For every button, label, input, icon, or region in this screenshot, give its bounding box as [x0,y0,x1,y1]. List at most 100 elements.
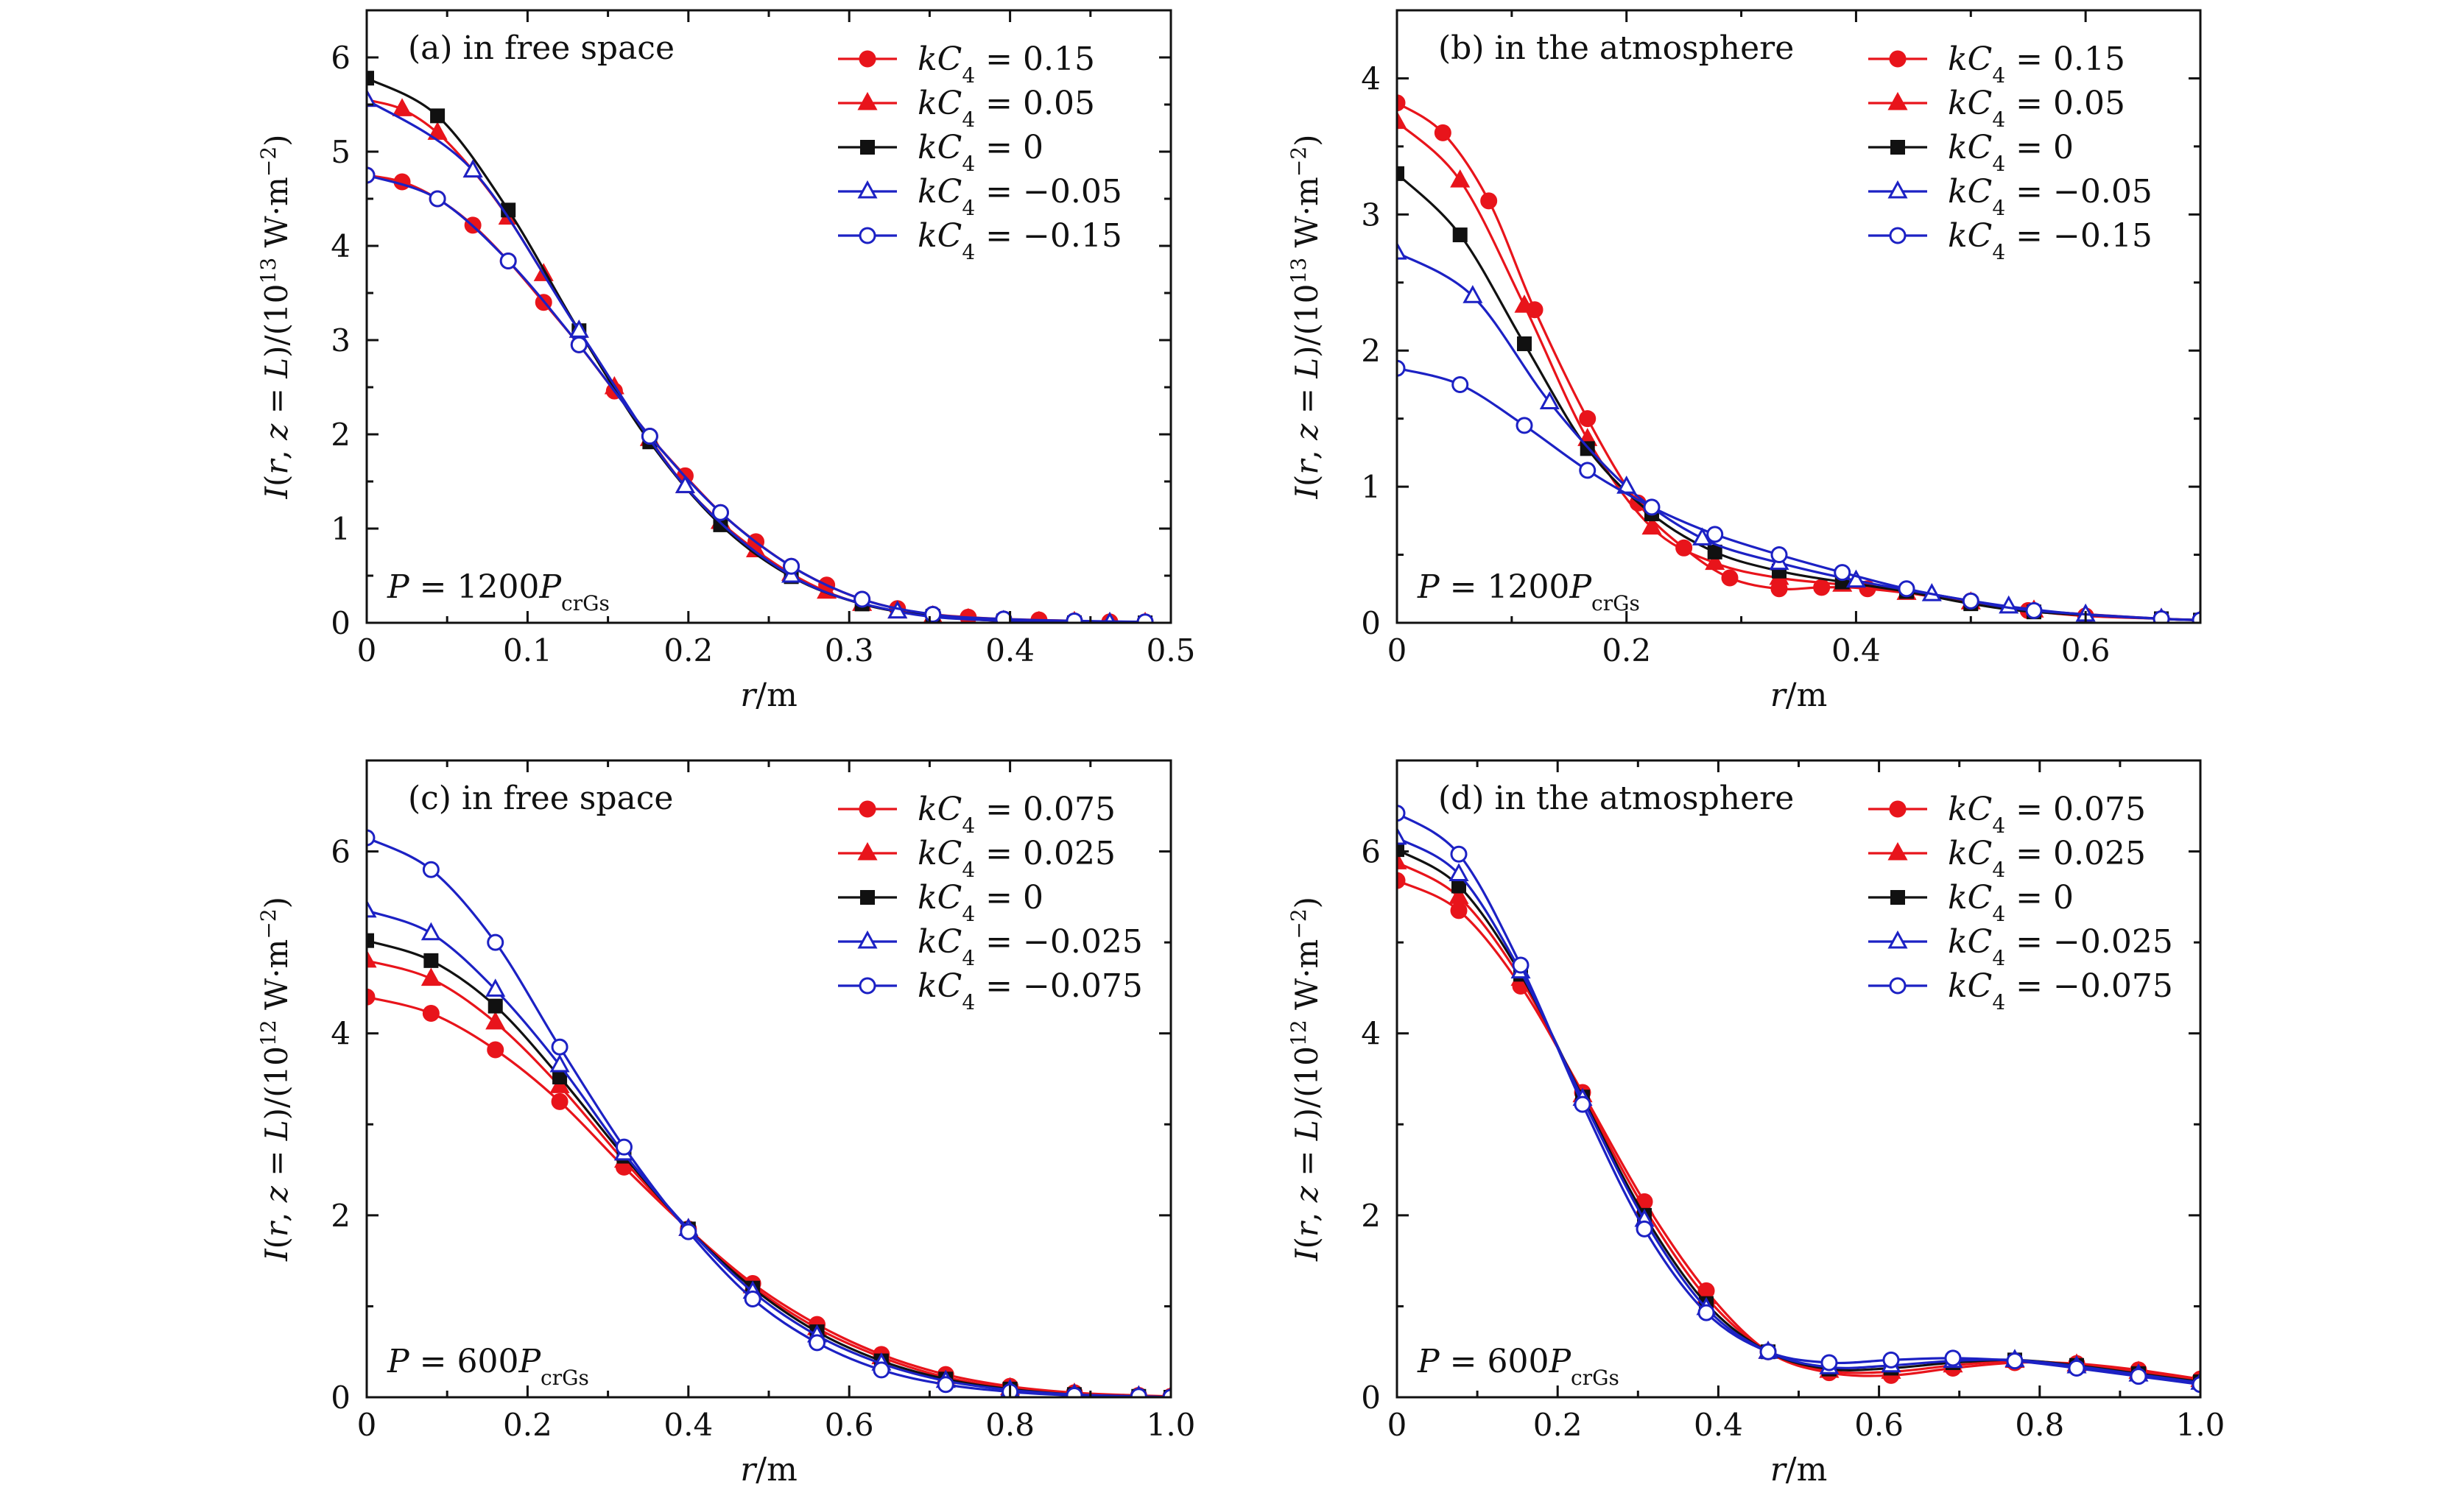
x-axis-label: r/m [740,1451,798,1489]
data-point [1397,851,1407,869]
data-point [937,1376,954,1394]
panel-label: (d) in the atmosphere [1438,780,1794,817]
data-point [1397,842,1404,858]
y-tick-label: 0 [1361,605,1381,641]
series-layer [367,71,1154,623]
data-point [1517,336,1532,351]
x-tick-label: 1.0 [2176,1407,2225,1443]
x-tick-label: 0.4 [1694,1407,1743,1443]
legend-marker [859,227,876,244]
x-tick-label: 0 [1387,632,1407,668]
x-tick-label: 0 [357,1407,377,1443]
data-point [1539,391,1560,409]
x-tick-label: 0.2 [663,632,713,668]
legend-marker [857,841,878,861]
data-point [420,922,441,941]
y-tick-label: 4 [331,1016,351,1052]
legend-entry-label: kC4 = 0 [918,879,1043,926]
y-tick-label: 4 [331,228,351,264]
x-tick-label: 0.2 [1533,1407,1583,1443]
data-point [499,252,517,269]
power-annotation: P = 1200PcrGs [1417,568,1640,615]
legend-entry-label: kC4 = −0.025 [918,923,1143,970]
series-layer [1397,94,2200,623]
data-point [2025,601,2043,619]
y-tick-label: 0 [331,605,351,641]
data-point [1641,516,1662,535]
data-point [1636,1220,1653,1238]
panel-label: (b) in the atmosphere [1438,29,1794,67]
data-point [1759,1343,1777,1360]
legend-entry-label: kC4 = 0.15 [1948,40,2125,88]
data-point [1066,1387,1083,1397]
panel-label: (c) in free space [408,780,673,817]
legend-marker [1889,977,1907,995]
data-point [1834,564,1851,582]
data-point [1397,872,1406,889]
data-point [1434,124,1451,141]
data-point [551,1038,569,1056]
legend-marker [859,800,876,818]
y-tick-label: 3 [1361,197,1381,233]
data-point [853,590,871,608]
data-point [487,998,503,1014]
data-point [924,605,942,623]
data-point [1882,1351,1900,1369]
data-point [549,1053,570,1073]
data-point [462,159,483,178]
data-point [367,166,376,184]
data-point [429,190,446,208]
chart-panel-1: 0 0.1 0.2 0.3 0.4 0.5 0 1 2 3 4 5 6 r/m I(r, z = L)/(1… [256,9,1195,714]
power-annotation: P = 1200PcrGs [387,568,610,615]
y-tick-label: 2 [331,1198,351,1234]
data-point [1944,1349,1962,1367]
power-annotation: P = 600PcrGs [387,1343,589,1390]
legend-entry-label: kC4 = 0 [1948,129,2074,176]
y-tick-label: 6 [331,40,351,76]
data-point [641,428,658,445]
data-point [1397,359,1406,377]
data-point [485,978,506,997]
x-axis-label: r/m [740,677,798,714]
data-point [1898,580,1915,598]
data-point [1514,294,1535,313]
legend-marker [859,50,876,68]
y-tick-label: 4 [1361,1016,1381,1052]
x-axis-label: r/m [1770,1451,1828,1489]
data-point [551,1092,569,1110]
series-5 [367,166,1154,623]
y-axis-label: I(r, z = L)/(1012 W·m−2) [256,897,295,1262]
y-axis-label: I(r, z = L)/(1013 W·m−2) [256,134,295,499]
series-line [367,99,1110,623]
legend-marker [1887,930,1908,949]
data-point [367,829,376,847]
y-tick-label: 4 [1361,60,1381,96]
data-point [1707,544,1722,559]
legend-entry-label: kC4 = 0.025 [918,835,1116,882]
data-point [1397,805,1406,822]
legend-entry-label: kC4 = −0.025 [1948,923,2173,970]
legend-marker [1889,800,1907,818]
data-point [711,504,729,521]
data-point [1397,110,1407,130]
data-point [1697,1304,1715,1321]
data-point [873,1361,890,1379]
data-point [1449,886,1469,904]
legend-entry-label: kC4 = −0.05 [918,173,1122,220]
data-point [1770,546,1788,564]
legend-marker [1889,227,1907,244]
data-point [367,899,377,918]
x-tick-label: 0.8 [2015,1407,2064,1443]
y-tick-label: 6 [1361,834,1381,870]
x-tick-label: 0.2 [503,1407,552,1443]
data-point [783,557,800,575]
data-point [430,108,446,124]
legend-marker [857,91,878,110]
data-point [744,1291,761,1308]
data-point [485,1011,506,1030]
legend-entry-label: kC4 = −0.15 [918,217,1122,264]
data-point [367,71,374,86]
y-tick-label: 1 [331,511,351,547]
